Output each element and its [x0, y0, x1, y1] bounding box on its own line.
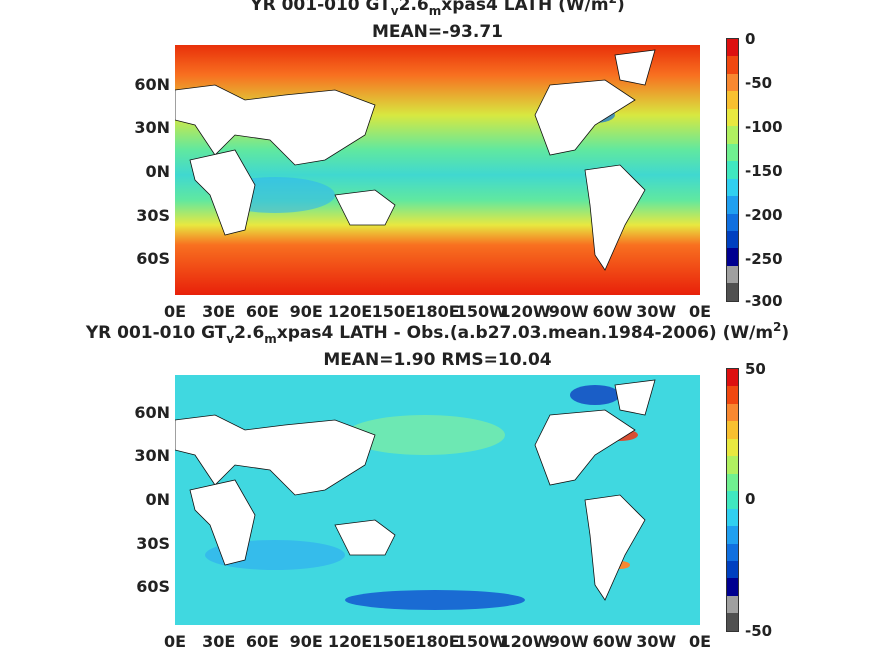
- lon-label: 90E: [289, 302, 323, 321]
- colorbar-swatch: [727, 508, 738, 527]
- panel1-map: [175, 45, 700, 295]
- colorbar-swatch: [727, 39, 738, 57]
- panel2-title: YR 001-010 GTv2.6mxpas4 LATH - Obs.(a.b2…: [85, 320, 790, 346]
- colorbar-swatch: [727, 230, 738, 249]
- panel1-subtitle: MEAN=-93.71: [372, 22, 503, 42]
- colorbar-swatch: [727, 265, 738, 284]
- colorbar-swatch: [727, 161, 738, 179]
- colorbar-swatch: [727, 91, 738, 109]
- lon-label: 30W: [636, 302, 677, 321]
- lon-label: 150W: [455, 302, 507, 321]
- lon-label: 90E: [289, 632, 323, 651]
- colorbar-swatch: [727, 73, 738, 92]
- colorbar-swatch: [727, 178, 738, 197]
- land-masses: [175, 379, 656, 601]
- lon-label: 60E: [245, 632, 280, 651]
- colorbar-swatch: [727, 196, 738, 214]
- colorbar-swatch: [727, 56, 738, 74]
- lon-label: 150W: [455, 632, 507, 651]
- colorbar-swatch: [727, 248, 738, 266]
- colorbar-swatch: [727, 526, 738, 544]
- lon-label: 120W: [499, 302, 551, 321]
- colorbar-swatch: [727, 213, 738, 231]
- panel2-colorbar: [726, 368, 739, 632]
- colorbar-swatch: [727, 456, 738, 474]
- colorbar-swatch: [727, 143, 738, 162]
- lon-label: 30E: [202, 302, 236, 321]
- colorbar-swatch: [727, 283, 738, 301]
- lon-label: 60W: [592, 302, 633, 321]
- colorbar-swatch: [727, 491, 738, 509]
- land-masses: [175, 49, 656, 271]
- colorbar-swatch: [727, 369, 738, 387]
- lon-label: 0E: [688, 302, 712, 321]
- colorbar-swatch: [727, 421, 738, 439]
- panel2-lon-labels: 0E 30E 60E 90E 120E 150E 180E 150W 120W 90W 60W 30W…: [150, 632, 730, 654]
- lon-label: 0E: [163, 302, 187, 321]
- panel1-lon-labels: 0E 30E 60E 90E 120E 150E 180E 150W 120W 90W 60W 30W…: [150, 302, 730, 324]
- colorbar-swatch: [727, 560, 738, 579]
- panel1-title: YR 001-010 GTv2.6mxpas4 LATH (W/m2): [250, 0, 625, 18]
- lon-label: 0E: [688, 632, 712, 651]
- colorbar-swatch: [727, 578, 738, 596]
- colorbar-swatch: [727, 473, 738, 492]
- colorbar-swatch: [727, 403, 738, 422]
- colorbar-swatch: [727, 438, 738, 457]
- lon-label: 180E: [415, 632, 460, 651]
- colorbar-swatch: [727, 543, 738, 561]
- lon-label: 120E: [327, 632, 373, 651]
- lon-label: 150E: [371, 632, 416, 651]
- lon-label: 30W: [636, 632, 677, 651]
- lon-label: 60W: [592, 632, 633, 651]
- colorbar-swatch: [727, 595, 738, 614]
- colorbar-swatch: [727, 386, 738, 404]
- lon-label: 0E: [163, 632, 187, 651]
- colorbar-swatch: [727, 126, 738, 144]
- lon-label: 150E: [371, 302, 416, 321]
- colorbar-swatch: [727, 613, 738, 631]
- lon-label: 120E: [327, 302, 373, 321]
- colorbar-swatch: [727, 108, 738, 127]
- lon-label: 180E: [415, 302, 460, 321]
- panel2-subtitle: MEAN=1.90 RMS=10.04: [323, 350, 552, 370]
- lon-label: 30E: [202, 632, 236, 651]
- lon-label: 60E: [245, 302, 280, 321]
- lon-label: 90W: [548, 632, 589, 651]
- panel1-colorbar: [726, 38, 739, 302]
- lon-label: 120W: [499, 632, 551, 651]
- panel2-map: [175, 375, 700, 625]
- lon-label: 90W: [548, 302, 589, 321]
